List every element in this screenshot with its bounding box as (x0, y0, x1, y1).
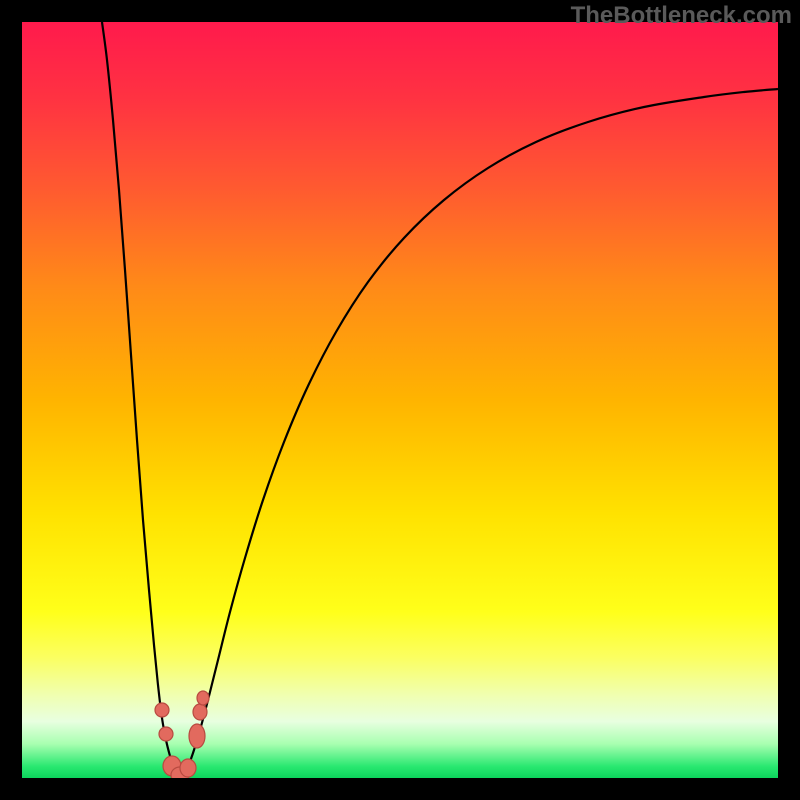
data-marker (189, 724, 205, 748)
data-marker (180, 759, 196, 777)
watermark-text: TheBottleneck.com (571, 2, 792, 30)
bottleneck-chart (0, 0, 800, 800)
gradient-background (22, 22, 778, 778)
data-marker (159, 727, 173, 741)
data-marker (197, 691, 209, 705)
data-marker (155, 703, 169, 717)
chart-container: { "watermark": { "text": "TheBottleneck.… (0, 0, 800, 800)
data-marker (193, 704, 207, 720)
